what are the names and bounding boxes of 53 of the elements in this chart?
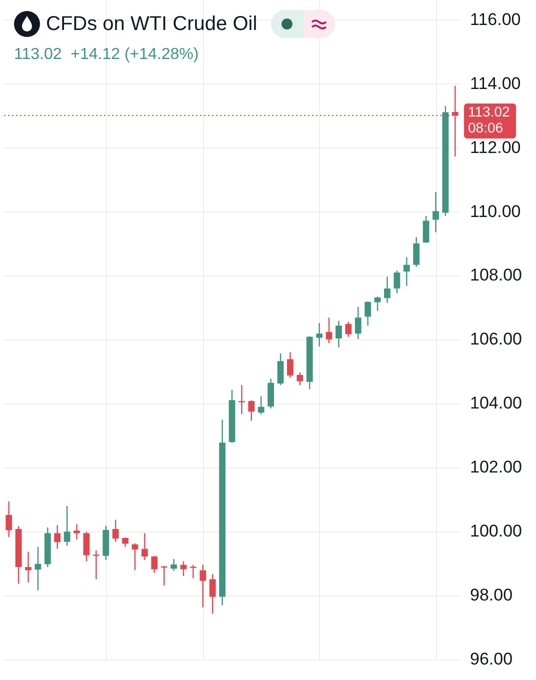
candlestick <box>336 320 342 348</box>
candlestick <box>394 270 400 294</box>
candlestick <box>190 564 196 579</box>
candlestick <box>170 558 177 572</box>
candlestick <box>403 256 410 287</box>
y-tick-label: 98.00 <box>470 586 513 605</box>
y-tick-label: 112.00 <box>470 138 521 157</box>
candlestick <box>422 215 430 244</box>
candlestick <box>151 555 158 574</box>
candlestick <box>413 236 420 268</box>
candlestick <box>132 542 138 571</box>
candlestick <box>209 573 216 614</box>
candlestick <box>34 546 42 592</box>
y-tick-label: 108.00 <box>470 266 522 285</box>
candlestick <box>316 322 323 347</box>
candlestick <box>64 505 70 546</box>
candlestick <box>248 400 255 422</box>
candlestick <box>364 300 372 326</box>
candlestick <box>83 531 90 562</box>
text: 08:06 <box>468 119 504 136</box>
candlestick <box>296 372 304 386</box>
y-tick-label: 104.00 <box>470 394 522 413</box>
text: 113.02 +14.12 (+14.28%) <box>14 46 199 64</box>
candlestick <box>345 321 352 338</box>
candlestick <box>122 536 128 548</box>
y-tick-label: 106.00 <box>470 330 522 349</box>
candlestick <box>180 560 187 577</box>
candlestick <box>354 306 362 340</box>
y-tick-label: 114.00 <box>470 74 521 93</box>
candlestick <box>141 532 148 561</box>
candlestick <box>326 317 332 344</box>
y-tick-label: 102.00 <box>470 458 522 477</box>
candlestick <box>92 550 100 580</box>
candlestick <box>25 551 32 584</box>
candlestick <box>200 564 206 608</box>
y-tick-label: 96.00 <box>470 649 513 668</box>
y-tick-label: 116.00 <box>470 10 521 29</box>
candlestick <box>384 276 390 304</box>
y-tick-label: 100.00 <box>470 522 522 541</box>
candlestick <box>112 519 119 542</box>
y-tick-label: 110.00 <box>470 202 521 221</box>
candlestick <box>74 524 80 540</box>
candlestick <box>287 352 294 378</box>
candlestick <box>277 352 284 386</box>
candlestick <box>432 191 439 233</box>
candlestick <box>374 296 381 312</box>
ref-line-label: 113.02 <box>468 103 510 120</box>
candlestick <box>258 396 264 415</box>
candlestick <box>6 500 12 538</box>
chart-title: CFDs on WTI Crude Oil <box>46 12 258 36</box>
candlestick <box>54 524 61 550</box>
candlestick <box>268 378 274 410</box>
candlestick <box>238 384 245 415</box>
